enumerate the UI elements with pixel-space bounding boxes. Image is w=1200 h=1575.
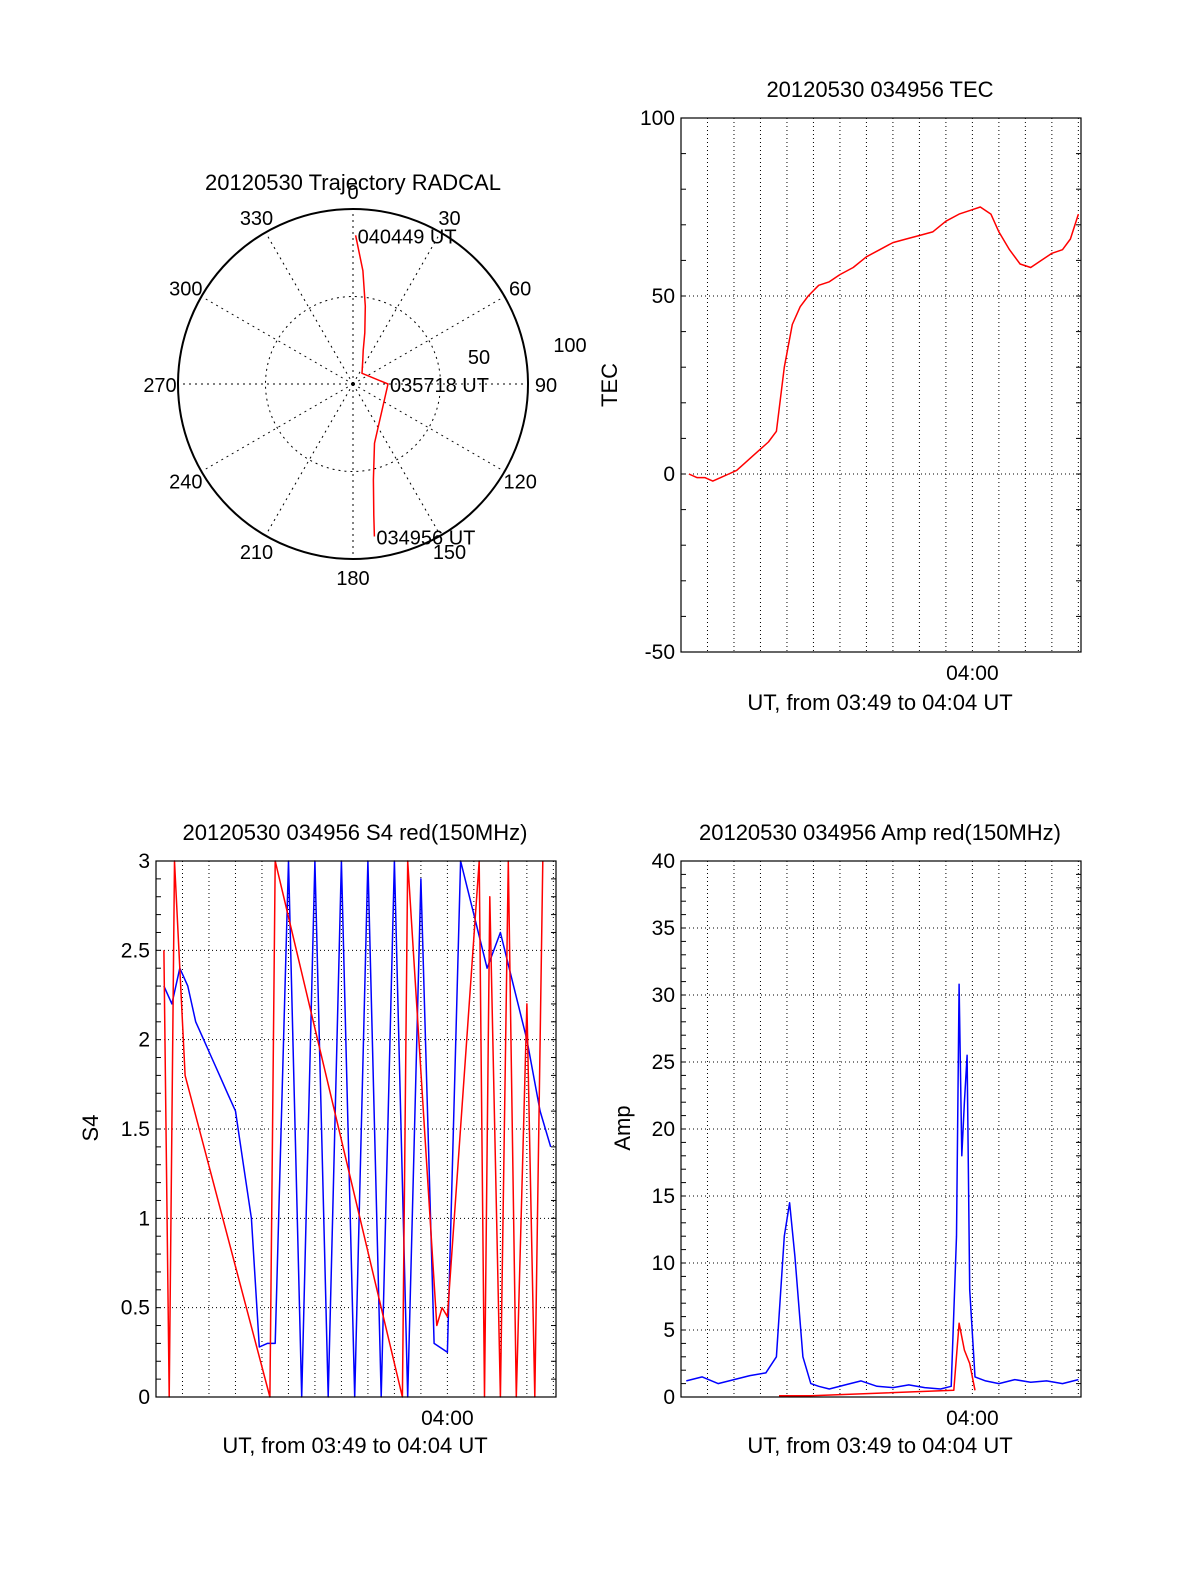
polar-trajectory: 040449 UT 035718 UT 034956 UT [354, 226, 489, 550]
series-line-1 [163, 860, 544, 1398]
polar-inner-circle [265, 296, 441, 472]
y-tick-label: 20 [652, 1118, 675, 1141]
series-line-1 [779, 1322, 976, 1397]
polar-angle-label: 150 [433, 542, 466, 564]
y-tick-label: 10 [652, 1252, 675, 1275]
polar-panel: 20120530 Trajectory RADCAL 0 30 60 90 120 150… [143, 170, 586, 590]
y-tick-label: 100 [640, 107, 675, 130]
polar-radius-label: 100 [553, 335, 586, 357]
s4-title: 20120530 034956 S4 red(150MHz) [183, 820, 528, 845]
amp-xlabel: UT, from 03:49 to 04:04 UT [747, 1433, 1012, 1458]
polar-spoke [352, 232, 441, 385]
y-tick-label: 35 [652, 917, 675, 940]
amp-ylabel: Amp [610, 1105, 635, 1150]
plot-frame [155, 860, 557, 1398]
y-tick-label: 0 [663, 1386, 675, 1409]
polar-spoke [265, 383, 354, 536]
trajectory-line [354, 235, 389, 537]
s4-ylabel: S4 [78, 1115, 103, 1142]
polar-radius-label: 50 [468, 347, 490, 369]
polar-spoke [265, 232, 354, 385]
polar-spoke [352, 296, 505, 385]
y-tick-label: 2 [138, 1029, 150, 1052]
series-line-0 [163, 860, 552, 1398]
y-tick-label: 0.5 [121, 1297, 150, 1320]
y-tick-label: 40 [652, 850, 675, 873]
polar-title: 20120530 Trajectory RADCAL [205, 170, 501, 195]
polar-angle-label: 270 [143, 375, 176, 397]
trajectory-time-label: 035718 UT [390, 375, 489, 397]
plot-frame [680, 117, 1082, 653]
x-tick-label: 04:00 [421, 1407, 474, 1430]
y-tick-label: 2.5 [121, 939, 150, 962]
plot-frame [680, 860, 1082, 1398]
x-tick-label: 04:00 [946, 662, 999, 685]
amp-panel: 20120530 034956 Amp red(150MHz) Amp UT, … [610, 820, 1082, 1458]
y-tick-label: 25 [652, 1051, 675, 1074]
y-tick-label: 30 [652, 984, 675, 1007]
y-tick-label: 50 [652, 285, 675, 308]
y-tick-label: 1 [138, 1207, 150, 1230]
amp-plot-area: 0 5 10 15 20 25 30 35 40 04:00 [652, 850, 1082, 1430]
series-line-0 [688, 206, 1080, 482]
polar-angle-label: 330 [240, 208, 273, 230]
polar-spoke [201, 383, 354, 472]
polar-angle-label: 30 [438, 208, 460, 230]
polar-angle-label: 0 [347, 182, 358, 204]
s4-panel: 20120530 034956 S4 red(150MHz) S4 UT, fr… [78, 820, 557, 1458]
polar-angle-labels: 0 30 60 90 120 150 180 210 240 270 300 330 50 100 [143, 182, 586, 590]
tec-xlabel: UT, from 03:49 to 04:04 UT [747, 690, 1012, 715]
polar-angle-label: 180 [336, 568, 369, 590]
series-line-0 [686, 983, 1079, 1390]
tec-title: 20120530 034956 TEC [766, 77, 993, 102]
y-tick-label: 15 [652, 1185, 675, 1208]
polar-spoke [201, 296, 354, 385]
polar-spoke [352, 383, 441, 536]
y-tick-label: 0 [663, 463, 675, 486]
y-tick-label: 0 [138, 1386, 150, 1409]
trajectory-time-label: 040449 UT [358, 226, 457, 248]
s4-xlabel: UT, from 03:49 to 04:04 UT [222, 1433, 487, 1458]
y-tick-label: 5 [663, 1319, 675, 1342]
polar-spoke [352, 383, 505, 472]
polar-angle-label: 210 [240, 542, 273, 564]
tec-ylabel: TEC [597, 363, 622, 407]
x-tick-label: 04:00 [946, 1407, 999, 1430]
tec-plot-area: -50 0 50 100 04:00 [640, 107, 1082, 685]
polar-angle-label: 240 [169, 472, 202, 494]
y-tick-label: -50 [645, 641, 675, 664]
polar-angle-label: 300 [169, 279, 202, 301]
y-tick-label: 1.5 [121, 1118, 150, 1141]
amp-title: 20120530 034956 Amp red(150MHz) [699, 820, 1061, 845]
tec-panel: 20120530 034956 TEC TEC UT, from 03:49 t… [597, 77, 1082, 715]
trajectory-time-label: 034956 UT [376, 528, 475, 550]
polar-angle-label: 120 [503, 472, 536, 494]
polar-angle-label: 90 [535, 375, 557, 397]
polar-angle-label: 60 [509, 279, 531, 301]
y-tick-label: 3 [138, 850, 150, 873]
polar-grid [177, 208, 529, 560]
s4-plot-area: 0 0.5 1 1.5 2 2.5 3 04:00 [121, 850, 557, 1430]
